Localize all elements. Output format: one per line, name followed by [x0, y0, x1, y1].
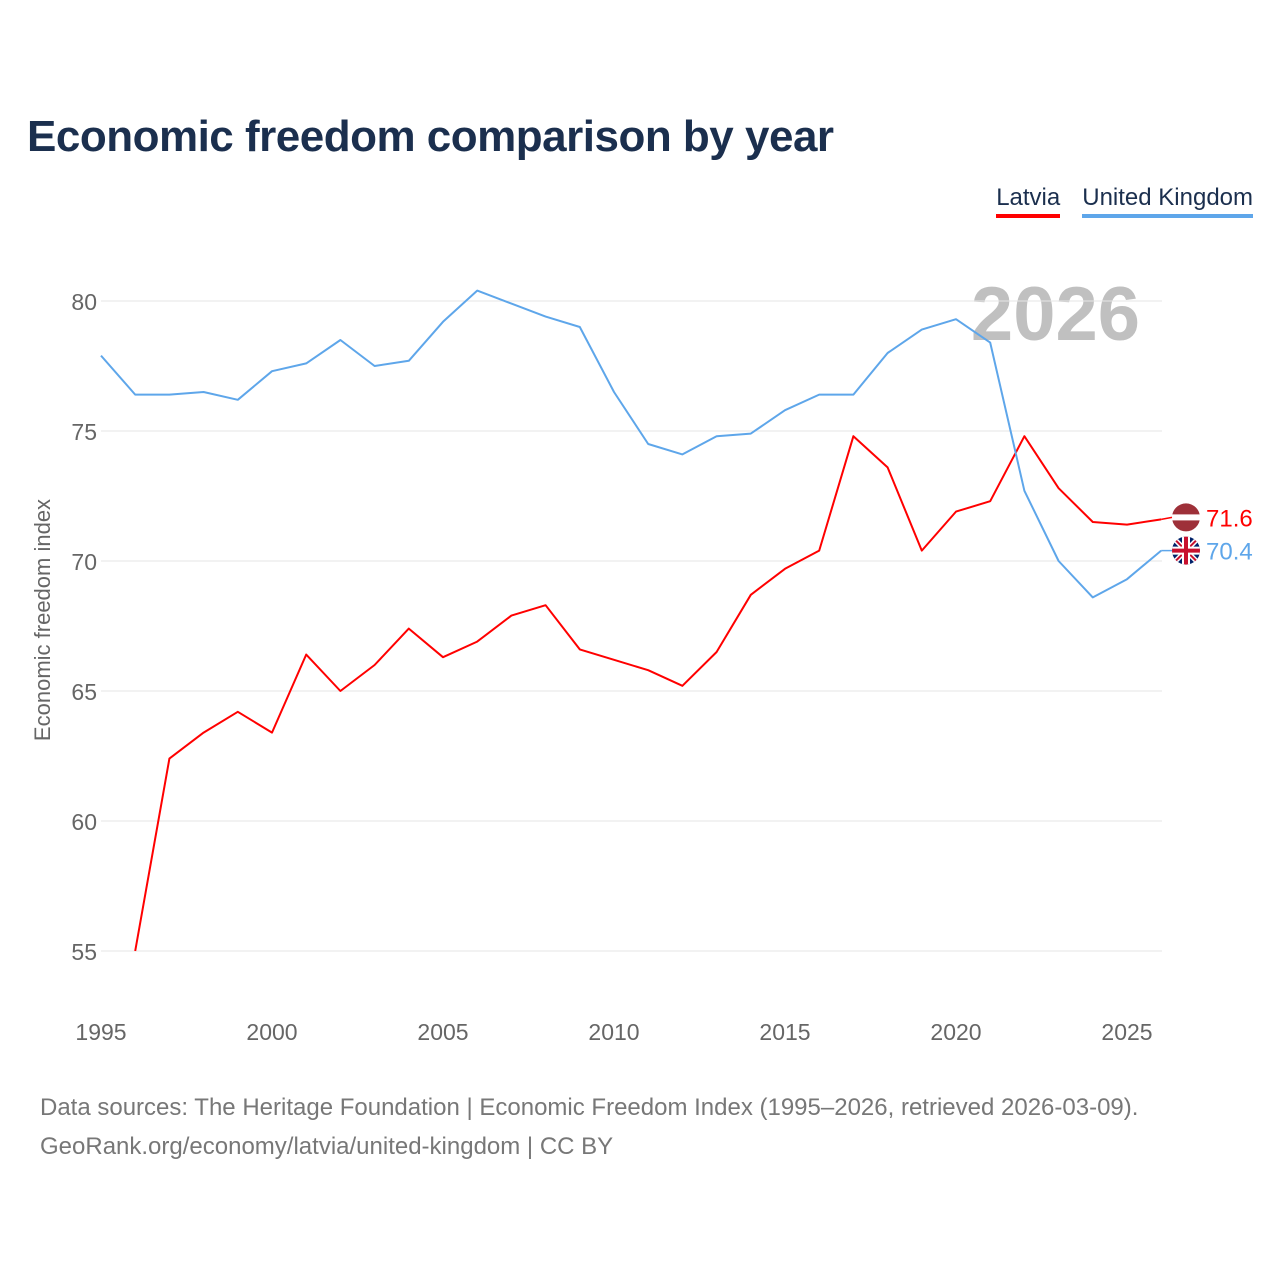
- chart-title: Economic freedom comparison by year: [27, 112, 834, 161]
- x-tick-label: 2020: [930, 1019, 981, 1045]
- y-tick-label: 60: [71, 809, 97, 835]
- footer: Data sources: The Heritage Foundation | …: [40, 1088, 1138, 1166]
- leader-line: [1161, 516, 1173, 521]
- legend: Latvia United Kingdom: [996, 184, 1253, 218]
- x-tick-label: 2015: [759, 1019, 810, 1045]
- end-value-label: 70.4: [1206, 539, 1253, 566]
- x-tick-label: 2010: [588, 1019, 639, 1045]
- flag-cross-red: [1172, 536, 1200, 565]
- flag-body: [1172, 536, 1200, 565]
- y-tick-label: 70: [71, 549, 97, 575]
- y-tick-label: 55: [71, 939, 97, 965]
- end-value-label: 71.6: [1206, 505, 1253, 532]
- x-tick-label: 2000: [246, 1019, 297, 1045]
- y-axis-label: Economic freedom index: [30, 499, 55, 741]
- source-link[interactable]: GeoRank.org/economy/latvia/united-kingdo…: [40, 1133, 614, 1160]
- y-tick-label: 75: [71, 419, 97, 445]
- x-tick-label: 1995: [75, 1019, 126, 1045]
- y-tick-label: 65: [71, 679, 97, 705]
- series-line-latvia: [134, 435, 1162, 952]
- data-source-text: Data sources: The Heritage Foundation | …: [40, 1094, 1139, 1121]
- series-line-united-kingdom: [100, 289, 1162, 599]
- legend-latvia[interactable]: Latvia: [996, 184, 1061, 218]
- x-tick-label: 2005: [417, 1019, 468, 1045]
- x-tick-label: 2025: [1101, 1019, 1152, 1045]
- legend-united-kingdom[interactable]: United Kingdom: [1082, 184, 1253, 218]
- flag-stripe: [1172, 514, 1200, 521]
- y-tick-label: 80: [71, 289, 97, 315]
- latvia-flag-icon: [1172, 503, 1200, 532]
- uk-flag-icon: [1172, 536, 1200, 565]
- year-watermark: 2026: [971, 272, 1140, 357]
